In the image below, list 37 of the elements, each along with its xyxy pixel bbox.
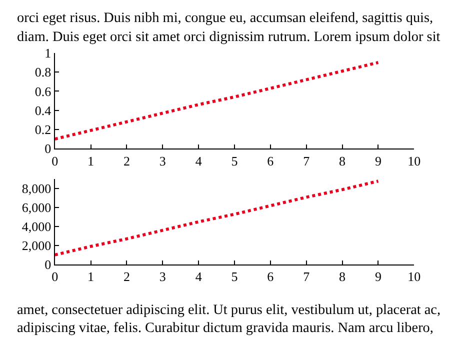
x-tick-label: 7 [303, 153, 310, 168]
x-tick-label: 7 [303, 269, 310, 284]
x-tick-label: 9 [374, 153, 382, 168]
y-tick-label: 6,000 [22, 200, 52, 216]
y-tick-label: 0 [44, 141, 52, 156]
y-tick-label: 1 [44, 45, 52, 60]
x-tick-label: 8 [339, 269, 346, 284]
x-tick-label: 9 [374, 269, 382, 284]
y-tick-label: 0.8 [34, 64, 52, 80]
y-tick-label: 8,000 [22, 181, 52, 196]
x-tick-label: 3 [159, 269, 166, 284]
y-tick-label: 2,000 [22, 238, 52, 253]
text: orci eget risus. Duis nibh mi, congue eu, accumsan eleifend, sagittis quis, [17, 10, 434, 26]
x-tick-label: 10 [408, 153, 421, 168]
x-tick-label: 2 [123, 153, 130, 168]
x-tick-label: 2 [123, 269, 130, 284]
x-tick-label: 1 [88, 153, 94, 168]
x-tick-label: 6 [267, 153, 274, 168]
line-series [54, 180, 380, 256]
text: diam. Duis eget orci sit amet orci dignissim rutrum. Lorem ipsum dolor sit [17, 29, 440, 45]
x-tick-label: 5 [231, 153, 238, 168]
x-tick-label: 1 [88, 269, 94, 284]
y-tick-label: 0.2 [34, 122, 52, 138]
x-tick-label: 4 [195, 153, 202, 168]
x-tick-label: 5 [231, 269, 238, 284]
y-tick-label: 0.4 [34, 102, 52, 118]
y-tick-label: 4,000 [22, 219, 52, 234]
text: amet, consectetuer adipiscing elit. Ut purus elit, vestibulum ut, placerat ac, [17, 302, 441, 318]
x-tick-label: 3 [159, 153, 166, 168]
y-tick-label: 0 [44, 256, 52, 272]
x-tick-label: 10 [408, 269, 421, 284]
x-tick-label: 6 [267, 269, 274, 284]
x-tick-label: 4 [195, 269, 202, 284]
y-tick-label: 0.6 [34, 84, 52, 99]
text: adipiscing vitae, felis. Curabitur dictum gravida mauris. Nam arcu libero, [17, 320, 434, 336]
x-tick-label: 8 [339, 153, 346, 168]
line-series [54, 60, 380, 141]
